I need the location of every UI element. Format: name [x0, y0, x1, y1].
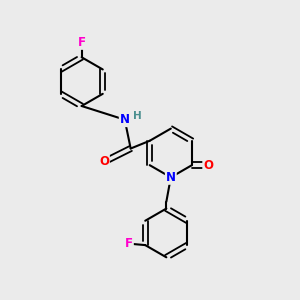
- Text: F: F: [78, 36, 86, 49]
- Text: N: N: [120, 113, 130, 126]
- Text: F: F: [125, 237, 133, 250]
- Text: O: O: [203, 159, 213, 172]
- Text: O: O: [99, 155, 109, 168]
- Text: N: N: [166, 171, 176, 184]
- Text: H: H: [133, 111, 142, 121]
